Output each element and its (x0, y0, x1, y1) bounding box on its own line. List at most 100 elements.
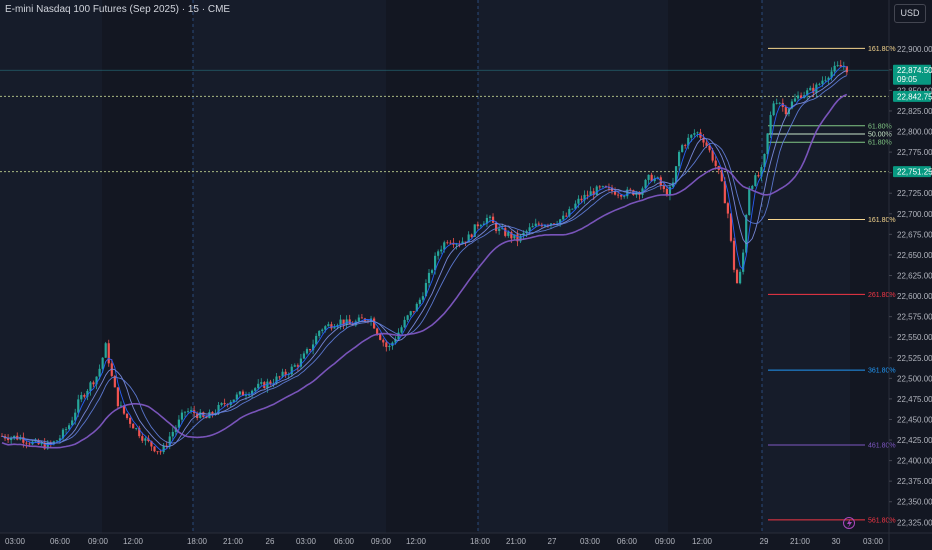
candle-body (729, 213, 733, 241)
candle-body (491, 216, 495, 223)
candle-body (427, 272, 431, 284)
price-axis-label: 22,650.00 (897, 251, 932, 260)
candle-body (732, 240, 736, 270)
candle-body (80, 395, 83, 400)
candle-body (144, 438, 147, 441)
candle-body (568, 209, 571, 217)
candle-body (68, 425, 71, 430)
candle-body (571, 208, 574, 210)
candle-body (241, 391, 245, 396)
candle-body (781, 102, 784, 107)
candle-body (315, 335, 318, 345)
candle-body (775, 102, 778, 104)
price-axis-label: 22,450.00 (897, 415, 932, 424)
candle-body (519, 235, 522, 242)
candle-body (705, 142, 708, 146)
candle-body (668, 186, 672, 196)
candle-body (757, 175, 760, 177)
candle-body (302, 353, 306, 359)
future-area (850, 0, 889, 533)
candle-body (809, 87, 812, 91)
candle-body (186, 411, 190, 413)
candle-body (537, 223, 540, 225)
candle-body (379, 334, 382, 340)
candle-body (696, 132, 699, 134)
candle-body (842, 66, 845, 68)
candle-body (601, 186, 604, 187)
candle-body (357, 317, 360, 322)
candle-body (751, 185, 754, 190)
chart-title: E-mini Nasdaq 100 Futures (Sep 2025) · 1… (5, 4, 231, 15)
candle-body (165, 445, 168, 447)
candle-body (61, 429, 65, 439)
candle-body (748, 189, 751, 215)
candle-body (296, 365, 299, 367)
candle-body (479, 225, 482, 227)
candle-body (617, 194, 620, 196)
candle-body (559, 219, 562, 224)
fib-level-label: 61.80% (868, 123, 892, 130)
candle-body (549, 223, 553, 226)
candle-body (107, 343, 110, 364)
currency-button[interactable]: USD (894, 4, 926, 23)
candle-body (598, 186, 601, 188)
candle-body (681, 145, 684, 152)
candle-body (40, 442, 43, 445)
candle-body (71, 420, 74, 426)
candle-body (434, 255, 437, 271)
candle-body (574, 203, 577, 209)
candle-body (92, 382, 95, 385)
candle-body (723, 181, 726, 204)
candle-body (821, 80, 824, 84)
candle-body (122, 405, 126, 414)
candle-body (113, 375, 116, 388)
candle-body (415, 303, 418, 312)
candle-body (13, 435, 16, 438)
candle-body (760, 167, 763, 177)
candle-body (421, 296, 424, 300)
candle-body (418, 299, 421, 304)
candle-body (440, 249, 443, 252)
price-axis-label: 22,725.00 (897, 189, 932, 198)
candle-body (812, 87, 815, 93)
fib-level-label: 361.80% (868, 368, 896, 375)
candle-body (824, 79, 827, 81)
fib-level-label: 261.80% (868, 292, 896, 299)
fib-level-label: 61.80% (868, 140, 892, 147)
candle-body (293, 365, 296, 367)
candle-body (424, 283, 428, 297)
candle-body (86, 390, 89, 397)
candle-body (327, 324, 330, 327)
candle-body (141, 436, 144, 441)
time-axis-label: 29 (760, 537, 769, 546)
price-axis-label: 22,625.00 (897, 271, 932, 280)
candle-body (580, 198, 583, 201)
candle-body (485, 217, 489, 224)
time-axis-label: 03:00 (5, 537, 26, 546)
candle-body (58, 438, 62, 441)
candle-body (565, 215, 568, 217)
candle-body (836, 65, 839, 66)
candle-body (299, 358, 302, 367)
candle-body (64, 429, 68, 430)
candle-body (385, 342, 388, 348)
candle-body (284, 371, 287, 376)
candle-body (269, 381, 272, 385)
candle-body (623, 196, 626, 197)
candle-body (339, 319, 342, 326)
candle-body (595, 186, 598, 196)
time-axis-label: 12:00 (406, 537, 427, 546)
candle-body (833, 65, 836, 72)
candle-body (455, 244, 458, 245)
candle-body (769, 115, 772, 134)
candle-body (98, 368, 101, 377)
candle-body (754, 175, 757, 186)
candle-body (641, 188, 644, 195)
price-axis-label: 22,800.00 (897, 128, 932, 137)
lightning-icon[interactable] (843, 517, 855, 529)
candle-body (360, 317, 363, 319)
moving-average-line (1, 70, 847, 447)
candle-body (74, 412, 77, 421)
time-axis-label: 30 (832, 537, 841, 546)
